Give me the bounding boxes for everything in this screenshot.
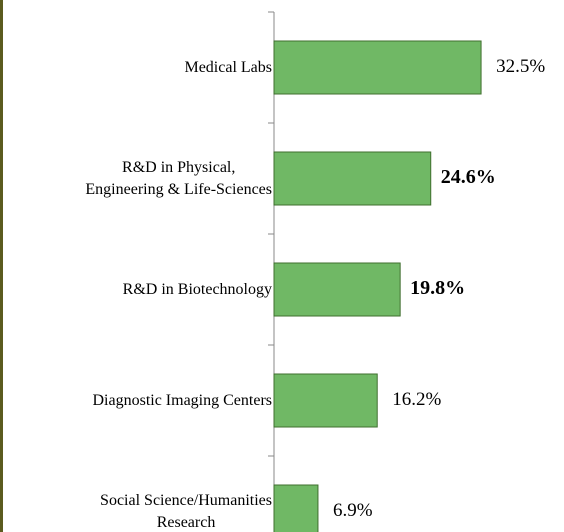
value-label: 16.2% xyxy=(392,389,441,410)
bar xyxy=(273,151,432,206)
category-label: Social Science/Humanities Research xyxy=(100,491,272,531)
bar xyxy=(273,373,378,428)
bar xyxy=(273,484,319,532)
value-label: 6.9% xyxy=(333,500,373,521)
category-label: Diagnostic Imaging Centers xyxy=(92,391,272,409)
category-label: R&D in Biotechnology xyxy=(122,280,272,298)
value-label: 24.6% xyxy=(441,166,496,188)
value-label: 32.5% xyxy=(496,56,545,77)
category-label: R&D in Physical, Engineering & Life-Scie… xyxy=(85,158,272,198)
category-label: Medical Labs xyxy=(184,58,272,76)
bar xyxy=(273,262,401,317)
bar xyxy=(273,40,482,95)
value-label: 19.8% xyxy=(410,277,465,299)
